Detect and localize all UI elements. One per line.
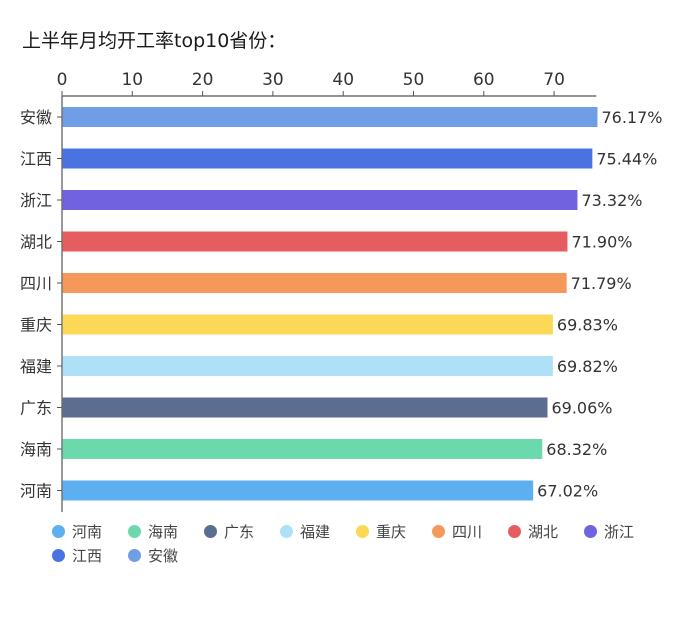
legend-item[interactable]: 江西 (52, 546, 128, 565)
x-tick-label: 10 (121, 70, 143, 90)
y-tick-label: 江西 (20, 150, 52, 169)
legend-item[interactable]: 浙江 (584, 522, 660, 541)
data-label: 68.32% (546, 440, 607, 459)
data-label: 69.82% (557, 357, 618, 376)
data-label: 73.32% (581, 191, 642, 210)
data-label: 69.83% (557, 316, 618, 335)
x-tick-label: 0 (57, 70, 68, 90)
bar (62, 480, 534, 501)
legend-marker (508, 524, 521, 538)
x-tick-label: 40 (332, 70, 354, 90)
y-tick-label: 福建 (20, 357, 52, 376)
legend-label: 海南 (148, 522, 179, 541)
bar (62, 273, 567, 293)
y-tick-label: 安徽 (20, 108, 52, 127)
legend-label: 福建 (300, 522, 331, 541)
data-label: 71.79% (571, 274, 632, 293)
legend-marker (128, 548, 141, 562)
legend-label: 河南 (72, 522, 103, 541)
legend-label: 湖北 (528, 522, 559, 541)
bar-chart: 0 10 20 30 40 50 60 70 安徽 76.17% 江西 75.44% 浙江 73.32% 湖… (20, 70, 662, 512)
bar (62, 107, 598, 127)
data-label: 69.06% (551, 399, 612, 418)
chart-title: 上半年月均开工率top10省份： (22, 30, 287, 52)
legend-label: 广东 (224, 522, 255, 541)
bar (62, 231, 568, 252)
y-tick-label: 四川 (20, 274, 52, 293)
legend-label: 浙江 (604, 522, 635, 541)
legend-item[interactable]: 海南 (128, 522, 204, 541)
legend-label: 江西 (72, 546, 103, 565)
legend-item[interactable]: 湖北 (508, 522, 584, 541)
legend-item[interactable]: 重庆 (356, 522, 432, 541)
x-tick-label: 70 (543, 70, 565, 90)
legend-item[interactable]: 河南 (52, 522, 128, 541)
y-tick-label: 河南 (20, 482, 52, 501)
bar (62, 397, 548, 418)
legend-item[interactable]: 安徽 (128, 546, 204, 565)
x-tick-label: 50 (403, 70, 425, 90)
bar (62, 148, 593, 169)
bar (62, 356, 553, 376)
bar (62, 190, 578, 210)
bar (62, 439, 543, 459)
y-tick-label: 海南 (20, 440, 52, 459)
legend-item[interactable]: 四川 (432, 522, 508, 541)
y-tick-label: 浙江 (20, 191, 52, 210)
chart-legend: 河南 海南 广东 福建 重庆 四川 湖北 浙江江西 安徽 (52, 522, 672, 565)
legend-marker (432, 524, 445, 538)
legend-marker (52, 524, 65, 538)
x-tick-label: 60 (473, 70, 495, 90)
y-tick-label: 湖北 (20, 233, 52, 252)
y-tick-label: 广东 (20, 399, 52, 418)
data-label: 67.02% (537, 482, 598, 501)
data-label: 76.17% (601, 108, 662, 127)
data-label: 71.90% (571, 233, 632, 252)
legend-label: 重庆 (376, 522, 407, 541)
legend-item[interactable]: 福建 (280, 522, 356, 541)
data-label: 75.44% (596, 150, 657, 169)
bar (62, 314, 553, 335)
legend-marker (280, 524, 293, 538)
legend-label: 四川 (452, 522, 483, 541)
legend-marker (584, 524, 597, 538)
x-tick-label: 20 (192, 70, 214, 90)
legend-marker (128, 524, 141, 538)
x-tick-label: 30 (262, 70, 284, 90)
legend-marker (204, 524, 217, 538)
y-tick-label: 重庆 (20, 316, 52, 335)
legend-item[interactable]: 广东 (204, 522, 280, 541)
legend-label: 安徽 (148, 546, 179, 565)
legend-marker (356, 524, 369, 538)
legend-marker (52, 548, 65, 562)
